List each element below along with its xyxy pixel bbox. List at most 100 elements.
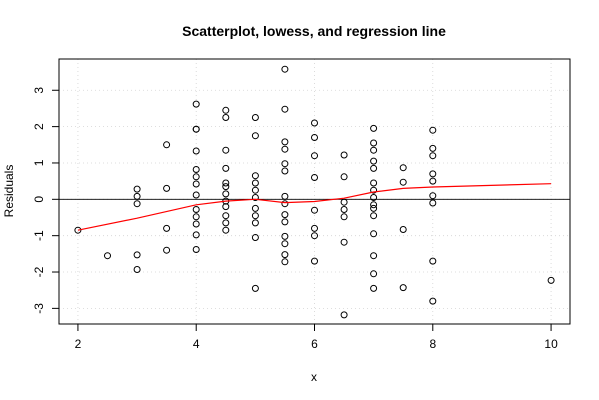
data-point-93 [399, 226, 407, 233]
y-tick-label-1: -2 [32, 266, 46, 277]
y-tick-label-2: -1 [32, 230, 46, 241]
x-axis-label: x [311, 370, 317, 384]
y-tick-label-5: 2 [32, 123, 46, 130]
data-point-86 [370, 212, 378, 220]
data-point-96 [429, 144, 437, 152]
data-point-81 [370, 179, 378, 187]
data-point-75 [340, 311, 348, 319]
data-point-77 [370, 139, 378, 147]
data-point-94 [399, 284, 407, 292]
data-point-90 [370, 284, 378, 292]
data-point-16 [192, 173, 200, 181]
x-axis: 2 4 6 8 10 [75, 323, 558, 351]
data-point-6 [133, 266, 141, 273]
data-point-62 [311, 134, 318, 141]
data-point-54 [281, 200, 289, 208]
data-point-7 [163, 141, 171, 149]
data-point-56 [281, 218, 289, 226]
data-point-42 [251, 204, 259, 212]
data-point-37 [251, 132, 259, 140]
data-point-89 [370, 270, 378, 278]
data-point-38 [251, 172, 259, 180]
data-point-71 [340, 198, 348, 206]
data-point-103 [429, 297, 437, 305]
x-tick-label-1: 4 [193, 337, 200, 351]
data-point-67 [311, 232, 318, 240]
data-point-102 [429, 257, 437, 265]
y-axis: -3 -2 -1 0 1 2 3 [32, 87, 60, 314]
data-point-17 [192, 180, 200, 188]
data-point-50 [281, 145, 289, 153]
data-point-51 [281, 160, 289, 168]
data-point-46 [251, 284, 259, 292]
lowess-curve [77, 183, 552, 231]
data-point-87 [370, 230, 378, 238]
x-tick-label-4: 10 [544, 337, 558, 351]
data-point-63 [311, 152, 318, 160]
data-point-18 [192, 191, 200, 199]
data-point-36 [251, 114, 259, 121]
y-tick-label-3: 0 [32, 196, 46, 203]
data-point-9 [163, 224, 171, 232]
data-point-74 [340, 238, 348, 246]
data-point-11 [192, 100, 200, 108]
data-point-19 [192, 206, 200, 213]
data-point-47 [281, 65, 289, 73]
data-point-28 [222, 179, 230, 187]
data-point-15 [192, 166, 200, 173]
data-point-48 [281, 105, 289, 113]
data-point-98 [429, 170, 437, 178]
data-point-23 [192, 246, 200, 253]
data-point-24 [222, 106, 230, 114]
data-point-101 [429, 199, 437, 207]
data-point-27 [222, 164, 230, 172]
data-point-65 [311, 206, 318, 214]
data-point-1 [104, 252, 111, 260]
data-point-13 [192, 125, 200, 133]
data-point-44 [251, 219, 259, 227]
y-tick-label-0: -3 [32, 303, 46, 314]
y-tick-label-4: 1 [32, 159, 46, 166]
data-point-97 [429, 152, 437, 160]
data-point-57 [281, 232, 289, 240]
data-point-70 [340, 173, 348, 181]
data-point-58 [281, 240, 289, 248]
data-point-73 [340, 213, 348, 221]
data-point-66 [311, 224, 318, 232]
data-point-2 [133, 185, 141, 193]
data-point-5 [133, 251, 141, 259]
data-point-83 [370, 194, 378, 201]
data-points [74, 65, 555, 319]
data-point-41 [251, 194, 259, 201]
data-point-25 [222, 114, 230, 121]
data-point-85 [370, 204, 378, 212]
data-point-49 [281, 138, 289, 146]
x-tick-label-2: 6 [311, 337, 318, 351]
data-point-34 [222, 219, 230, 227]
data-point-32 [222, 203, 230, 211]
data-point-79 [370, 157, 378, 165]
data-point-55 [281, 211, 289, 219]
data-point-64 [311, 174, 318, 181]
data-point-61 [311, 119, 318, 127]
x-tick-label-0: 2 [75, 337, 82, 351]
data-point-59 [281, 251, 289, 259]
data-point-22 [192, 231, 200, 239]
chart-title: Scatterplot, lowess, and regression line [182, 23, 446, 39]
data-point-60 [281, 258, 289, 266]
data-point-78 [370, 146, 378, 154]
data-point-10 [163, 246, 171, 254]
data-point-29 [222, 183, 230, 191]
data-point-100 [429, 192, 437, 200]
data-point-43 [251, 212, 259, 220]
data-point-53 [281, 192, 289, 200]
data-point-69 [340, 151, 348, 159]
data-point-99 [429, 177, 437, 185]
data-point-4 [133, 200, 141, 208]
data-point-52 [281, 167, 289, 175]
data-point-76 [370, 124, 378, 132]
data-point-92 [399, 178, 407, 186]
grid-lines [59, 59, 570, 324]
data-point-82 [370, 186, 378, 194]
